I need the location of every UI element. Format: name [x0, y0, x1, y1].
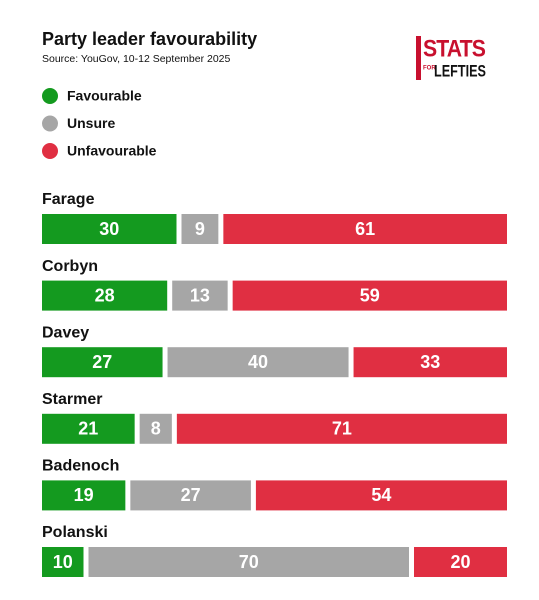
category-label: Starmer — [42, 391, 102, 408]
bar-segment — [172, 280, 228, 311]
logo-top: STATS — [423, 35, 486, 62]
logo-bottom: LEFTIES — [434, 61, 486, 80]
value-label: 33 — [420, 352, 440, 372]
logo-bar — [416, 36, 421, 80]
category-label: Davey — [42, 324, 89, 341]
bar-segment — [42, 480, 126, 511]
value-label: 9 — [195, 219, 205, 239]
bar-segment — [223, 214, 507, 244]
bar-segment — [139, 413, 172, 444]
value-label: 21 — [78, 419, 98, 439]
value-label: 13 — [190, 285, 210, 305]
bar-segment — [42, 214, 177, 244]
bar-segment — [232, 280, 507, 311]
value-label: 70 — [239, 552, 259, 572]
value-label: 27 — [92, 352, 112, 372]
value-label: 28 — [95, 285, 115, 305]
bar-segment — [176, 413, 507, 444]
legend-swatch — [42, 143, 58, 159]
value-label: 59 — [360, 285, 380, 305]
legend-label: Unsure — [67, 115, 115, 131]
category-label: Farage — [42, 191, 95, 208]
bar-segment — [42, 280, 168, 311]
bar-segment — [181, 214, 219, 244]
bar-segment — [42, 547, 84, 577]
value-label: 20 — [450, 552, 470, 572]
category-label: Corbyn — [42, 258, 98, 275]
value-label: 40 — [248, 352, 268, 372]
value-label: 71 — [332, 419, 352, 439]
legend-label: Unfavourable — [67, 143, 157, 159]
legend-swatch — [42, 88, 58, 104]
bar-segment — [88, 547, 409, 577]
logo-small: FOR — [423, 66, 436, 72]
value-label: 27 — [181, 485, 201, 505]
bar-segment — [414, 547, 507, 577]
value-label: 61 — [355, 219, 375, 239]
value-label: 30 — [99, 219, 119, 239]
bar-segment — [42, 347, 163, 378]
bar-segment — [167, 347, 349, 378]
chart-subtitle: Source: YouGov, 10-12 September 2025 — [42, 53, 231, 65]
bar-segment — [42, 413, 135, 444]
value-label: 19 — [74, 485, 94, 505]
value-label: 54 — [371, 485, 391, 505]
value-label: 8 — [151, 419, 161, 439]
category-label: Polanski — [42, 524, 108, 541]
bar-segment — [255, 480, 507, 511]
logo: STATS FOR LEFTIES — [416, 35, 487, 80]
legend-label: Favourable — [67, 88, 142, 104]
bar-segment — [353, 347, 507, 378]
value-label: 10 — [53, 552, 73, 572]
category-label: Badenoch — [42, 458, 119, 475]
bar-segment — [130, 480, 251, 511]
legend-swatch — [42, 115, 58, 132]
chart-title: Party leader favourability — [42, 29, 257, 49]
